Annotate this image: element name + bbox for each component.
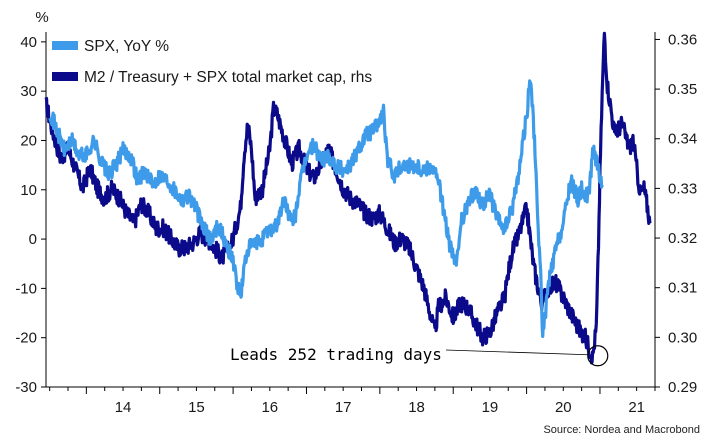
right-tick-label: 0.35 bbox=[668, 81, 697, 98]
annotation-circle bbox=[587, 345, 609, 367]
legend-label-m2: M2 / Treasury + SPX total market cap, rh… bbox=[84, 69, 372, 86]
right-tick-label: 0.33 bbox=[668, 180, 697, 197]
y-unit-label: % bbox=[35, 9, 48, 26]
annotation-text: Leads 252 trading days bbox=[230, 345, 442, 364]
series-line-spx bbox=[48, 79, 604, 338]
x-tick-label: 15 bbox=[188, 399, 205, 416]
left-tick-label: -20 bbox=[15, 330, 37, 347]
legend-swatch-m2 bbox=[52, 72, 78, 81]
left-axis: 40 30 20 10 0 -10 -20 -30 bbox=[15, 32, 47, 396]
legend-swatch-spx bbox=[52, 41, 78, 50]
x-tick-label: 16 bbox=[261, 399, 278, 416]
x-tick-label: 14 bbox=[115, 399, 132, 416]
x-tick-label: 21 bbox=[628, 399, 645, 416]
x-tick-label: 20 bbox=[555, 399, 572, 416]
x-tick-label: 19 bbox=[482, 399, 499, 416]
x-axis: 14 15 16 17 18 19 20 21 bbox=[46, 386, 656, 416]
left-tick-label: 40 bbox=[20, 34, 37, 51]
source-note: Source: Nordea and Macrobond bbox=[543, 424, 700, 436]
legend-label-spx: SPX, YoY % bbox=[84, 38, 169, 55]
right-tick-label: 0.36 bbox=[668, 31, 697, 48]
right-tick-label: 0.32 bbox=[668, 230, 697, 247]
left-tick-label: 0 bbox=[29, 231, 37, 248]
x-tick-label: 17 bbox=[335, 399, 352, 416]
right-tick-label: 0.29 bbox=[668, 379, 697, 396]
right-tick-label: 0.31 bbox=[668, 280, 697, 297]
right-tick-label: 0.30 bbox=[668, 329, 697, 346]
annotation: Leads 252 trading days bbox=[230, 345, 609, 367]
left-tick-label: 20 bbox=[20, 132, 37, 149]
left-tick-label: -10 bbox=[15, 280, 37, 297]
annotation-leader-line bbox=[445, 349, 588, 356]
left-tick-label: -30 bbox=[15, 379, 37, 396]
series-layer bbox=[44, 31, 652, 365]
right-tick-label: 0.34 bbox=[668, 131, 697, 148]
legend: SPX, YoY % M2 / Treasury + SPX total mar… bbox=[52, 38, 372, 86]
right-axis: 0.36 0.35 0.34 0.33 0.32 0.31 0.30 0.29 bbox=[654, 31, 697, 396]
left-tick-label: 30 bbox=[20, 83, 37, 100]
left-tick-label: 10 bbox=[20, 182, 37, 199]
x-tick-label: 18 bbox=[408, 399, 425, 416]
